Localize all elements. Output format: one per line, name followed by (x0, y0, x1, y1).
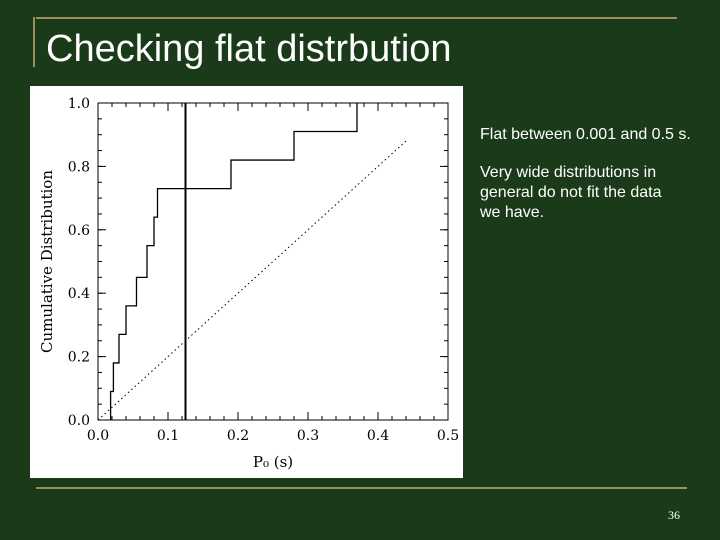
bullet-wide-distributions: Very wide distributions in general do no… (480, 164, 662, 221)
y-axis-label: Cumulative Distribution (38, 170, 56, 353)
bottom-rule (36, 487, 687, 489)
slide-title: Checking flat distrbution (46, 28, 452, 70)
uniform-reference-line (97, 140, 407, 421)
y-tick-label: 0.8 (68, 159, 90, 175)
left-rule (33, 17, 35, 67)
bullet-list: Flat between 0.001 and 0.5 s. Very wide … (480, 125, 715, 241)
page-number: 36 (668, 508, 680, 522)
x-axis-label: P₀ (s) (253, 453, 293, 471)
y-tick-label: 1.0 (68, 96, 90, 112)
y-tick-label: 0.2 (68, 350, 90, 366)
cumulative-distribution-chart: 0.0 0.1 0.2 0.3 0.4 0.5 0.0 0.2 0.4 0.6 0.8 1.0 P₀ (… (38, 96, 459, 471)
top-rule (36, 17, 677, 19)
x-tick-label: 0.4 (367, 428, 389, 444)
y-tick-label: 0.0 (68, 413, 90, 429)
y-tick-label: 0.4 (68, 286, 90, 302)
chart-panel: 0.0 0.1 0.2 0.3 0.4 0.5 0.0 0.2 0.4 0.6 0.8 1.0 P₀ (… (30, 86, 463, 478)
bullet-flat-range: Flat between 0.001 and 0.5 s. (480, 126, 691, 143)
x-tick-label: 0.0 (87, 428, 109, 444)
y-tick-label: 0.6 (68, 223, 90, 239)
x-tick-label: 0.3 (297, 428, 319, 444)
x-tick-label: 0.2 (227, 428, 249, 444)
x-tick-label: 0.1 (157, 428, 179, 444)
x-tick-label: 0.5 (437, 428, 459, 444)
cumulative-step-line (109, 103, 358, 420)
